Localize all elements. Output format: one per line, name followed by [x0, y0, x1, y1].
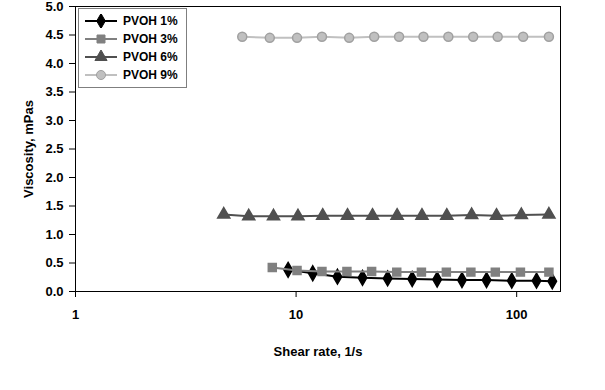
- svg-text:4.0: 4.0: [45, 56, 63, 71]
- svg-text:2.5: 2.5: [45, 141, 63, 156]
- svg-text:3.5: 3.5: [45, 84, 63, 99]
- html-text:PVOH 9%: PVOH 9%: [123, 68, 178, 82]
- svg-text:5.0: 5.0: [45, 0, 63, 14]
- svg-text:0.5: 0.5: [45, 255, 63, 270]
- svg-text:1: 1: [72, 307, 79, 322]
- svg-text:Viscosity, mPas: Viscosity, mPas: [21, 100, 36, 198]
- svg-text:Shear rate, 1/s: Shear rate, 1/s: [274, 344, 363, 359]
- svg-text:10: 10: [289, 307, 303, 322]
- svg-text:0.0: 0.0: [45, 284, 63, 299]
- svg-text:1.0: 1.0: [45, 227, 63, 242]
- svg-text:2.0: 2.0: [45, 170, 63, 185]
- html-text:PVOH 3%: PVOH 3%: [123, 32, 178, 46]
- svg-text:4.5: 4.5: [45, 27, 63, 42]
- html-text:PVOH 6%: PVOH 6%: [123, 50, 178, 64]
- html-text:PVOH 1%: PVOH 1%: [123, 14, 178, 28]
- svg-text:3.0: 3.0: [45, 113, 63, 128]
- svg-text:1.5: 1.5: [45, 198, 63, 213]
- svg-text:100: 100: [506, 307, 528, 322]
